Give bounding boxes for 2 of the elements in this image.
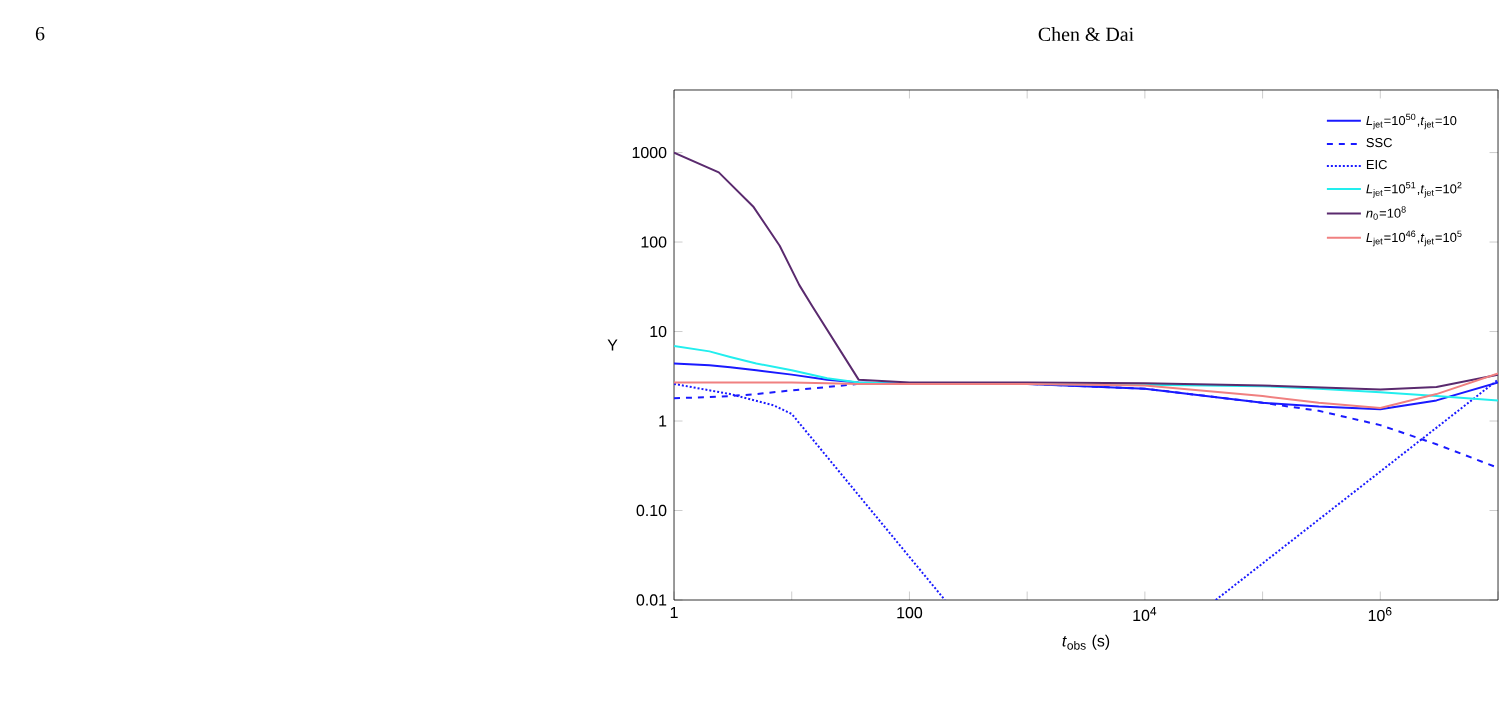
text: Chen & Dai: [1038, 27, 1134, 42]
text: 6: [35, 27, 45, 41]
